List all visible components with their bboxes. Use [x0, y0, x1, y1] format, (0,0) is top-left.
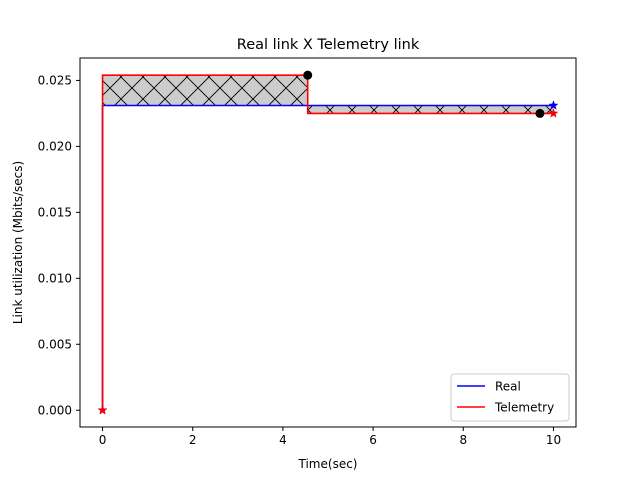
y-tick-label: 0.025 [38, 74, 72, 88]
legend-label-real: Real [495, 379, 521, 393]
x-tick-label: 6 [369, 433, 377, 447]
y-tick-label: 0.015 [38, 206, 72, 220]
y-tick-label: 0.020 [38, 140, 72, 154]
y-tick-label: 0.000 [38, 404, 72, 418]
x-tick-label: 4 [279, 433, 287, 447]
telemetry-start-marker [97, 404, 108, 415]
chart-title: Real link X Telemetry link [237, 37, 420, 53]
y-axis-label: Link utilization (Mbits/secs) [11, 161, 25, 324]
x-tick-label: 8 [459, 433, 467, 447]
point-marker-1 [303, 70, 313, 80]
y-axis: 0.000 0.005 0.010 0.015 0.020 0.025 [38, 74, 80, 418]
x-tick-label: 10 [546, 433, 561, 447]
difference-region-2 [307, 105, 554, 114]
legend-label-telemetry: Telemetry [494, 400, 554, 414]
plot-area [97, 70, 559, 415]
real-line [101, 104, 554, 411]
point-marker-2 [535, 108, 545, 118]
x-axis-label: Time(sec) [298, 457, 358, 471]
x-axis: 0 2 4 6 8 10 [99, 427, 561, 447]
plot-frame [79, 57, 577, 428]
difference-region-1 [102, 75, 308, 106]
x-tick-label: 2 [189, 433, 197, 447]
x-tick-label: 0 [99, 433, 107, 447]
real-end-marker [548, 100, 559, 110]
telemetry-end-marker [548, 108, 559, 118]
y-tick-label: 0.010 [38, 272, 72, 286]
telemetry-line [101, 74, 554, 411]
y-tick-label: 0.005 [38, 338, 72, 352]
legend: Real Telemetry [450, 373, 570, 422]
